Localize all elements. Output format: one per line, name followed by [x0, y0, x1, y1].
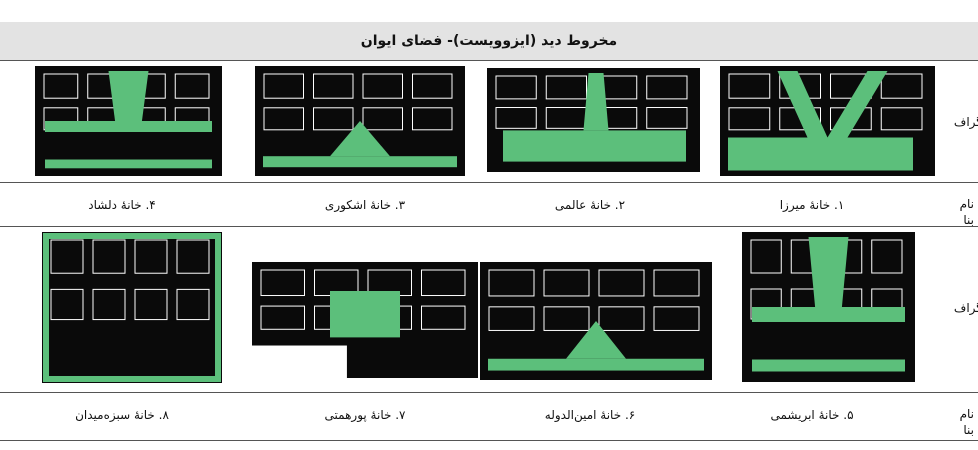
plan-image — [35, 66, 222, 176]
plan-shape — [777, 71, 888, 138]
plan-shape — [495, 75, 537, 100]
plan-shape — [808, 237, 849, 322]
building-name: ۸. خانهٔ سبزه‌میدان — [75, 408, 169, 422]
plan-shape — [108, 71, 149, 132]
plan-shape — [488, 358, 704, 371]
plan-shape — [750, 239, 782, 274]
plan-shape — [43, 233, 221, 382]
plan-image — [42, 232, 222, 383]
plan-shape — [566, 321, 626, 359]
plan-shape — [728, 73, 771, 99]
plan-shape — [42, 232, 222, 383]
plan-shape — [174, 73, 210, 99]
plan-shape — [330, 291, 400, 338]
plan-shape — [488, 306, 535, 331]
rule — [0, 226, 978, 227]
plan-shape — [646, 107, 688, 129]
plan-shape — [176, 239, 210, 274]
plan-shape — [653, 269, 700, 297]
rule — [0, 392, 978, 393]
plan-shape — [263, 156, 457, 168]
plan-shape — [45, 159, 212, 169]
plan-shape — [313, 73, 354, 99]
plan-shape — [92, 239, 126, 274]
plan-shape — [752, 307, 905, 322]
plan-shape — [263, 107, 304, 131]
plan-shape — [134, 288, 168, 321]
building-name: ۱. خانهٔ میرزا — [779, 198, 845, 212]
building-name: ۲. خانهٔ عالمی — [554, 198, 626, 212]
plan-shape — [583, 73, 609, 131]
building-name: ۳. خانهٔ اشکوری — [324, 198, 406, 212]
plan-shape — [421, 269, 466, 297]
row-label: گراف — [953, 301, 978, 315]
plan-shape — [421, 305, 466, 330]
plan-shape — [598, 269, 645, 297]
plan-shape — [330, 121, 390, 157]
plan-image — [720, 66, 935, 176]
plan-shape — [263, 73, 304, 99]
plan-shape — [43, 73, 79, 99]
plan-shape — [880, 107, 923, 131]
plan-image — [255, 66, 465, 176]
plan-shape — [488, 269, 535, 297]
plan-shape — [752, 359, 905, 372]
plan-shape — [728, 107, 771, 131]
row-label: نام بنا — [959, 197, 974, 227]
rule — [0, 60, 978, 61]
building-name: ۷. خانهٔ پورهمتی — [324, 408, 406, 422]
rule — [0, 440, 978, 441]
building-name: ۶. خانهٔ امین‌الدوله — [544, 408, 636, 422]
plan-shape — [871, 239, 903, 274]
rule — [0, 182, 978, 183]
plan-shape — [543, 269, 590, 297]
plan-shape — [260, 305, 305, 330]
plan-image — [252, 262, 478, 378]
table-header: مخروط دید (ایزوویست)- فضای ایوان — [0, 22, 978, 60]
plan-shape — [252, 345, 347, 378]
plan-shape — [313, 107, 354, 131]
plan-image — [480, 262, 712, 380]
plan-shape — [880, 73, 923, 99]
plan-shape — [495, 107, 537, 129]
plan-shape — [92, 288, 126, 321]
plan-shape — [134, 239, 168, 274]
plan-shape — [545, 75, 587, 100]
plan-shape — [728, 137, 913, 171]
plan-shape — [412, 107, 453, 131]
building-name: ۴. خانهٔ دلشاد — [88, 198, 156, 212]
building-name: ۵. خانهٔ ابریشمی — [770, 408, 854, 422]
plan-shape — [598, 306, 645, 331]
plan-shape — [50, 239, 84, 274]
plan-shape — [646, 75, 688, 100]
plan-shape — [653, 306, 700, 331]
plan-shape — [176, 288, 210, 321]
plan-image — [487, 68, 700, 172]
row-label: نام بنا — [959, 407, 974, 437]
plan-image — [742, 232, 915, 382]
plan-shape — [503, 130, 686, 162]
plan-shape — [543, 306, 590, 331]
plan-shape — [260, 269, 305, 297]
plan-shape — [362, 107, 403, 131]
plan-shape — [362, 73, 403, 99]
plan-shape — [412, 73, 453, 99]
row-label: گراف — [953, 115, 978, 129]
plan-shape — [50, 288, 84, 321]
plan-shape — [45, 121, 212, 132]
